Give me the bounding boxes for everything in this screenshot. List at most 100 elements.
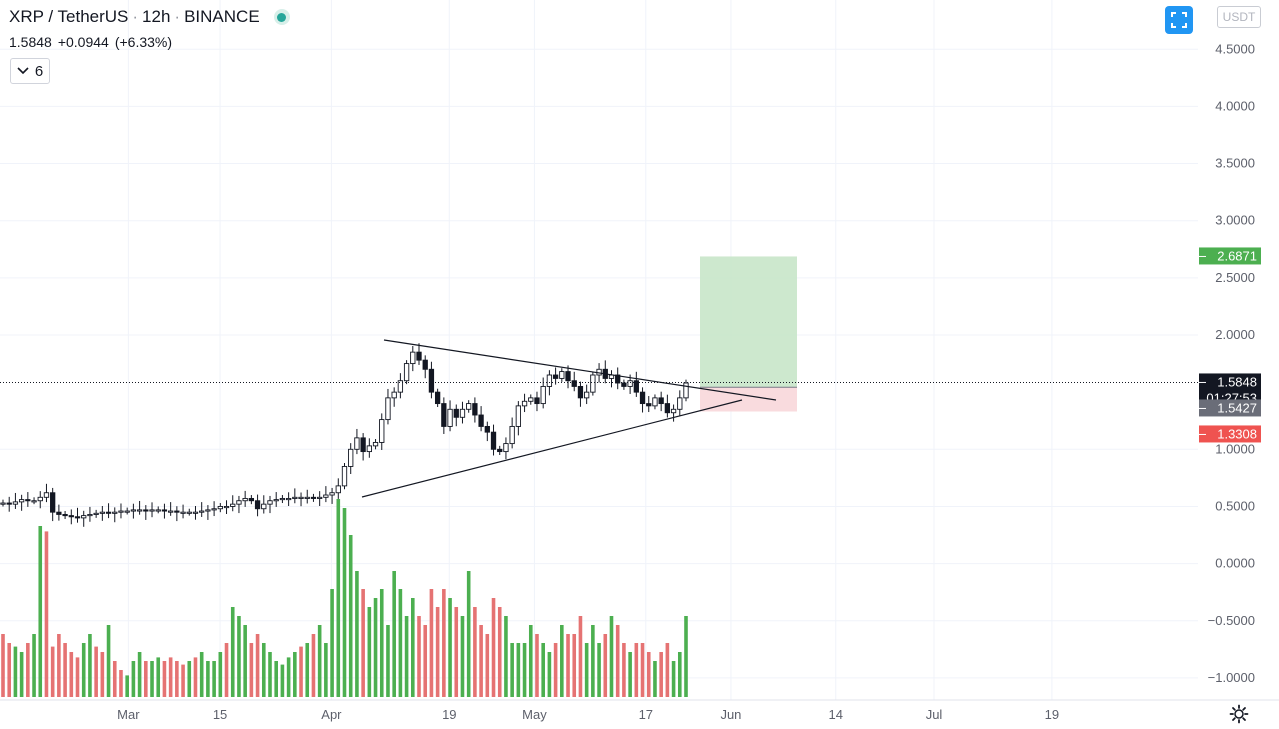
candle-body [552, 374, 559, 379]
candle-body [18, 499, 25, 503]
volume-bar [665, 643, 670, 697]
volume-bar [584, 643, 589, 697]
candle-body [348, 448, 354, 467]
candle-body [130, 509, 137, 512]
candle-body [354, 437, 360, 450]
volume-bar [106, 625, 111, 697]
volume-bar [181, 664, 185, 697]
candle-body [621, 382, 627, 387]
volume-bar [448, 598, 452, 697]
candle-body [205, 509, 211, 512]
candle-body [223, 506, 230, 509]
volume-bar [566, 634, 570, 697]
volume-bar [522, 643, 527, 697]
candle-body [670, 408, 677, 414]
gear-icon[interactable] [1229, 704, 1249, 724]
volume-bar [193, 657, 198, 697]
volume-bar [162, 661, 167, 697]
volume-bar [305, 643, 310, 697]
candle-body [25, 499, 31, 502]
candle-body [366, 445, 372, 453]
candle-body [428, 368, 435, 393]
candle-body [199, 510, 205, 513]
volume-bar [175, 661, 179, 697]
candle-body [441, 403, 447, 427]
volume-bar [578, 616, 583, 697]
candle-body [590, 374, 596, 393]
price-tick-label: −1.0000 [1208, 670, 1255, 685]
volume-bar [423, 625, 428, 697]
candle-body [652, 397, 658, 407]
candle-body [391, 391, 397, 399]
candle-body [584, 391, 590, 399]
volume-bar [75, 657, 80, 697]
candle-body [6, 502, 12, 505]
volume-bar [311, 634, 316, 697]
fullscreen-button[interactable] [1165, 6, 1193, 34]
volume-bar [479, 625, 483, 697]
time-tick-label: Jul [926, 707, 943, 722]
volume-bar [206, 661, 210, 697]
candle-body [192, 511, 199, 514]
volume-bar [541, 643, 545, 697]
currency-button[interactable]: USDT [1217, 6, 1261, 28]
candle-body [298, 496, 304, 499]
candle-body [540, 385, 546, 405]
volume-bar [237, 616, 241, 697]
candle-body [310, 496, 317, 499]
candle-body [546, 374, 553, 387]
candle-body [633, 380, 639, 393]
volume-bar [50, 646, 55, 697]
volume-bar [553, 643, 558, 697]
volume-bar [429, 589, 434, 697]
candle-body [559, 371, 565, 379]
candle-body [285, 497, 292, 501]
volume-bar [330, 589, 334, 697]
price-change-pct-text: (+6.33%) [114, 34, 173, 50]
indicators-toggle-button[interactable]: 6 [10, 58, 50, 84]
volume-bar [659, 652, 663, 697]
candle-body [397, 380, 404, 393]
volume-bar [156, 657, 161, 697]
volume-bar [255, 634, 260, 697]
candle-body [497, 448, 503, 453]
candle-body [12, 501, 19, 505]
candle-body [56, 511, 62, 515]
candle-body [43, 492, 50, 498]
volume-bar [367, 607, 372, 697]
candle-body [335, 485, 341, 494]
volume-bar [88, 634, 92, 697]
resistance-trendline [383, 339, 777, 401]
candle-body [503, 443, 509, 453]
market-status-icon [273, 9, 290, 25]
triangle-pattern-lines [361, 339, 777, 498]
candle-body [0, 502, 6, 505]
entry-price-tag [1199, 399, 1261, 417]
volume-bar [504, 616, 508, 697]
candle-body [174, 510, 180, 513]
stop-price-label: 1.3308 [1217, 426, 1257, 441]
volume-bar [671, 661, 676, 697]
volume-bar [336, 499, 341, 697]
separator-dot: · [132, 7, 139, 26]
candle-body [112, 511, 118, 514]
candle-body [372, 441, 379, 447]
volume-bar [404, 616, 409, 697]
candle-body [242, 497, 248, 502]
candle-body [646, 403, 652, 407]
candle-body [627, 380, 633, 387]
volume-bar [268, 652, 272, 697]
candle-body [472, 403, 478, 416]
volume-bar [398, 589, 403, 697]
volume-bar [94, 646, 98, 697]
candle-body [261, 503, 267, 510]
price-tick-label: 0.5000 [1215, 498, 1255, 513]
volume-bar [460, 616, 465, 697]
time-tick-label: 14 [829, 707, 843, 722]
volume-bar [491, 598, 496, 697]
indicators-count: 6 [34, 62, 44, 80]
volume-bar [137, 652, 142, 697]
symbol-header[interactable]: XRP / TetherUS · 12h · BINANCE [9, 7, 290, 27]
volume-bar [112, 661, 117, 697]
